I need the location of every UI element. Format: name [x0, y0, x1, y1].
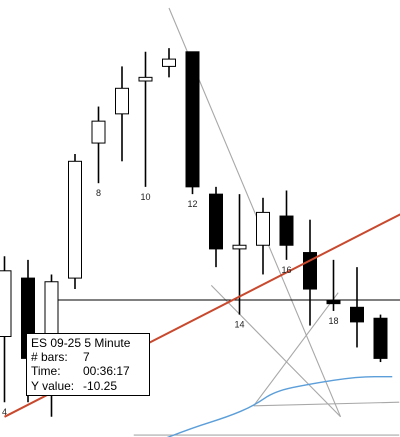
candle-7 — [68, 154, 82, 290]
candle-body — [91, 120, 106, 144]
candle-body — [162, 58, 176, 67]
candle-body — [209, 193, 223, 250]
candle-15 — [256, 197, 270, 275]
candle-body — [232, 244, 247, 250]
candle-19 — [350, 267, 364, 348]
candle-8 — [91, 106, 106, 184]
candle-12 — [185, 51, 200, 195]
bar-label-4: 4 — [2, 407, 7, 417]
info-box-header: ES 09-25 5 Minute — [31, 336, 131, 350]
candle-10 — [138, 51, 153, 187]
wedge-line-2 — [253, 401, 400, 407]
info-key: Y value: — [31, 378, 75, 393]
info-key: # bars: — [31, 350, 68, 365]
candle-body — [185, 51, 200, 188]
candle-4 — [0, 256, 12, 403]
curve-line — [166, 375, 393, 437]
candle-13 — [209, 186, 223, 268]
info-key: Time: — [31, 364, 61, 379]
candle-14 — [232, 194, 247, 315]
candle-body — [115, 87, 129, 115]
bar-label-12: 12 — [187, 199, 197, 209]
info-row-yvalue: Y value: -10.25 — [31, 379, 146, 393]
candle-body — [373, 317, 388, 359]
bar-label-16: 16 — [281, 265, 291, 275]
info-value: -10.25 — [83, 378, 118, 393]
candle-20 — [373, 314, 388, 363]
info-row-time: Time: 00:36:17 — [31, 364, 146, 378]
candle-16 — [279, 190, 294, 260]
bar-label-10: 10 — [140, 192, 150, 202]
candle-body — [0, 270, 12, 337]
candle-body — [138, 76, 153, 82]
data-info-box: ES 09-25 5 Minute # bars: 7 Time: 00:36:… — [26, 333, 150, 396]
candle-body — [350, 306, 364, 323]
candle-9 — [115, 66, 129, 162]
bar-label-18: 18 — [328, 316, 338, 326]
info-value: 7 — [83, 350, 90, 365]
bar-labels: 4 8 10 12 14 16 18 — [2, 188, 339, 417]
candle-body — [256, 211, 270, 246]
wedge-line-3 — [210, 285, 341, 418]
bar-label-14: 14 — [234, 320, 244, 330]
bar-label-8: 8 — [96, 188, 101, 198]
candle-11 — [162, 48, 176, 78]
candle-17 — [303, 219, 317, 326]
info-row-bars: # bars: 7 — [31, 350, 146, 364]
drawing-lines — [56, 7, 400, 437]
candle-body — [326, 299, 341, 305]
wedge-line-1 — [253, 292, 339, 407]
candle-body — [279, 215, 294, 246]
info-value: 00:36:17 — [83, 364, 130, 379]
candle-body — [68, 160, 82, 279]
candle-18 — [326, 259, 341, 311]
